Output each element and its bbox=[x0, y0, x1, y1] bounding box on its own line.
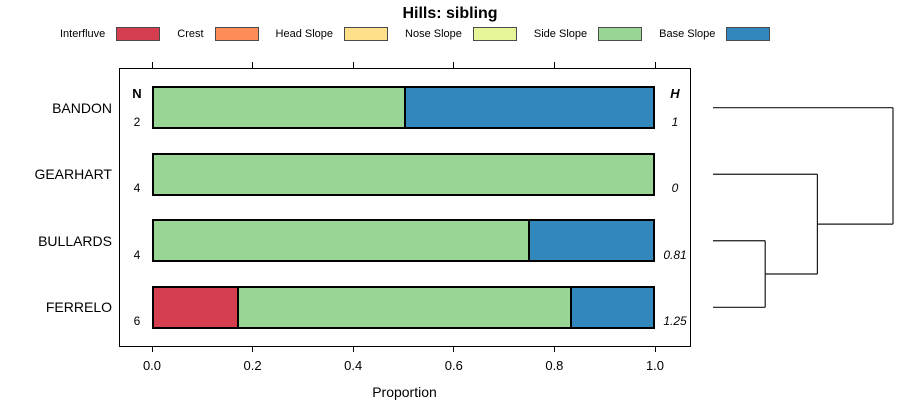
legend: Interfluve Crest Head Slope Nose Slope Side … bbox=[60, 26, 771, 42]
n-column-header: N bbox=[132, 86, 142, 101]
row-label-bandon: BANDON bbox=[52, 99, 112, 116]
axis-tick-label: 0.8 bbox=[545, 358, 564, 373]
legend-label: Side Slope bbox=[533, 28, 588, 40]
h-value: 0 bbox=[671, 181, 679, 196]
axis-tick-bottom bbox=[252, 346, 254, 352]
axis-tick-top bbox=[252, 62, 254, 68]
legend-item-nose-slope: Nose Slope bbox=[405, 27, 517, 41]
legend-label: Interfluve bbox=[60, 28, 106, 40]
legend-swatch bbox=[472, 27, 517, 41]
axis-tick-top bbox=[453, 62, 455, 68]
axis-tick-bottom bbox=[453, 346, 455, 352]
legend-label: Crest bbox=[177, 28, 204, 40]
h-column-header: H bbox=[670, 86, 680, 101]
legend-item-interfluve: Interfluve bbox=[60, 27, 161, 41]
axis-tick-label: 0.4 bbox=[344, 358, 363, 373]
chart-title: Hills: sibling bbox=[402, 5, 498, 22]
bar-segment-side-slope bbox=[154, 88, 404, 128]
axis-tick-label: 0.0 bbox=[142, 358, 162, 373]
bar-segment-interfluve bbox=[154, 287, 238, 327]
axis-tick-bottom bbox=[151, 346, 153, 352]
stacked-bar-gearhart bbox=[152, 152, 655, 196]
bar-segment-base-slope bbox=[403, 88, 653, 128]
axis-tick-label: 1.0 bbox=[645, 358, 665, 373]
x-axis-label: Proportion bbox=[372, 384, 437, 400]
stacked-bar-bandon bbox=[152, 86, 655, 130]
axis-tick-bottom bbox=[352, 346, 354, 352]
axis-tick-label: 0.2 bbox=[243, 358, 262, 373]
axis-tick-label: 0.6 bbox=[444, 358, 463, 373]
legend-swatch bbox=[726, 27, 771, 41]
n-value: 6 bbox=[133, 314, 141, 329]
bar-segment-side-slope bbox=[154, 221, 529, 261]
axis-tick-bottom bbox=[553, 346, 556, 352]
n-value: 2 bbox=[133, 114, 141, 129]
bar-segment-base-slope bbox=[528, 221, 653, 261]
bar-segment-side-slope bbox=[154, 154, 653, 194]
legend-item-base-slope: Base Slope bbox=[659, 27, 771, 41]
legend-swatch bbox=[116, 27, 161, 41]
legend-item-head-slope: Head Slope bbox=[276, 27, 389, 41]
n-value: 4 bbox=[133, 181, 141, 196]
n-value: 4 bbox=[133, 247, 141, 262]
axis-tick-top bbox=[654, 62, 656, 68]
h-value: 1 bbox=[671, 114, 679, 129]
legend-swatch bbox=[344, 27, 389, 41]
legend-label: Head Slope bbox=[275, 28, 334, 40]
legend-label: Nose Slope bbox=[405, 28, 462, 40]
row-label-bullards: BULLARDS bbox=[38, 232, 112, 249]
stacked-bar-ferrelo bbox=[152, 285, 655, 329]
h-value: 0.81 bbox=[663, 247, 687, 262]
legend-swatch bbox=[214, 27, 259, 41]
bar-segment-side-slope bbox=[237, 287, 570, 327]
axis-tick-top bbox=[553, 62, 556, 68]
legend-label: Base Slope bbox=[659, 28, 716, 40]
axis-tick-bottom bbox=[654, 346, 656, 352]
legend-item-crest: Crest bbox=[177, 27, 259, 41]
row-label-ferrelo: FERRELO bbox=[45, 299, 112, 316]
row-label-gearhart: GEARHART bbox=[34, 166, 112, 183]
legend-swatch bbox=[598, 27, 643, 41]
axis-tick-top bbox=[352, 62, 354, 68]
h-value: 1.25 bbox=[663, 314, 687, 329]
axis-tick-top bbox=[151, 62, 153, 68]
legend-item-side-slope: Side Slope bbox=[533, 27, 643, 41]
stacked-bar-bullards bbox=[152, 219, 655, 263]
bar-segment-base-slope bbox=[569, 287, 653, 327]
